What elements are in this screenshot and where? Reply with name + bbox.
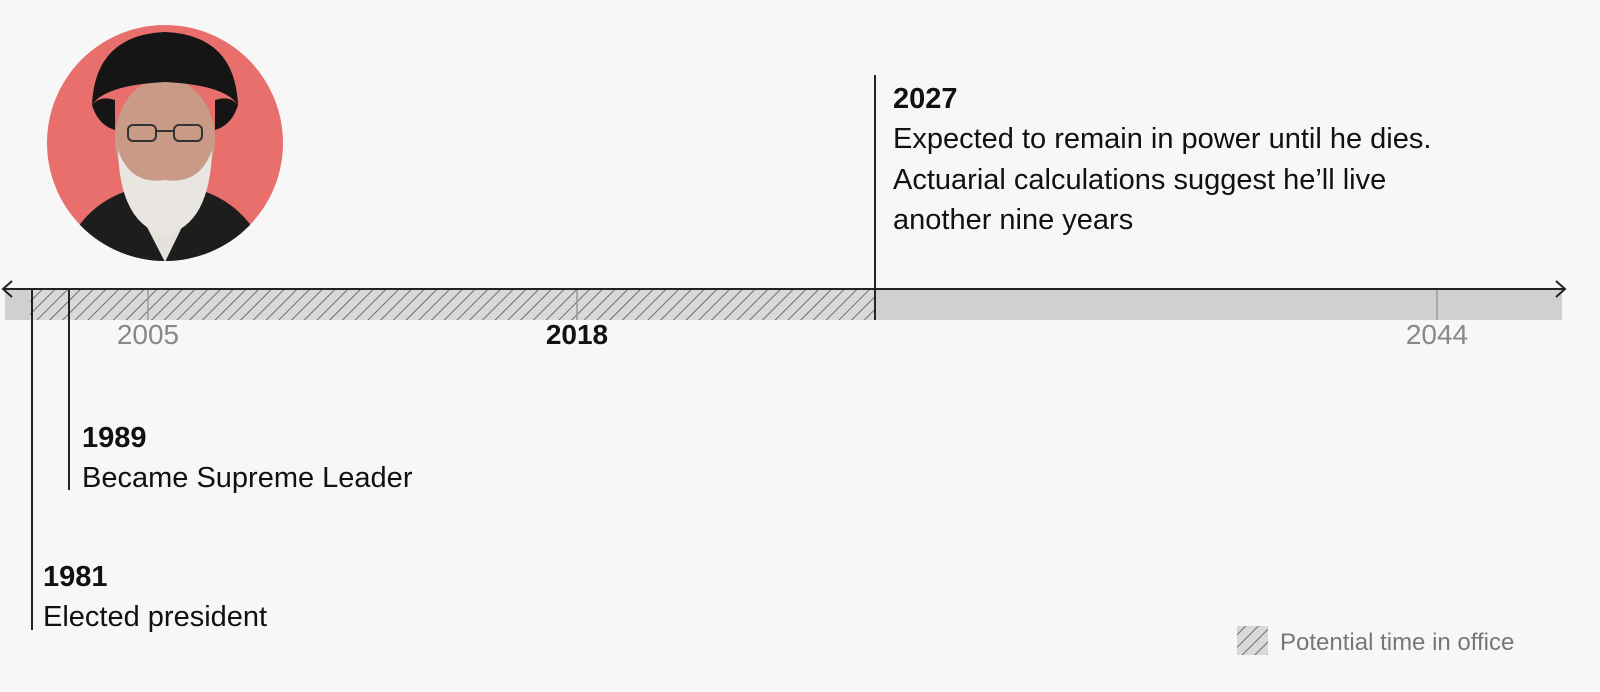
legend-swatch bbox=[1237, 626, 1268, 655]
event-text: Elected president bbox=[43, 601, 267, 633]
event-year: 1981 bbox=[43, 561, 108, 593]
tick-label: 2018 bbox=[546, 319, 608, 350]
hatched-span bbox=[30, 289, 875, 320]
event-text: Expected to remain in power until he die… bbox=[893, 123, 1431, 155]
arrow-right bbox=[1555, 280, 1567, 298]
legend-label: Potential time in office bbox=[1280, 629, 1514, 656]
event-text: another nine years bbox=[893, 204, 1133, 236]
tick-label: 2044 bbox=[1406, 319, 1468, 350]
event-text: Actuarial calculations suggest he’ll liv… bbox=[893, 164, 1386, 196]
portrait bbox=[47, 25, 283, 261]
event-year: 1989 bbox=[82, 422, 147, 454]
arrow-left bbox=[1, 280, 13, 298]
event-year: 2027 bbox=[893, 83, 958, 115]
event-text: Became Supreme Leader bbox=[82, 462, 413, 494]
tick-label: 2005 bbox=[117, 319, 179, 350]
